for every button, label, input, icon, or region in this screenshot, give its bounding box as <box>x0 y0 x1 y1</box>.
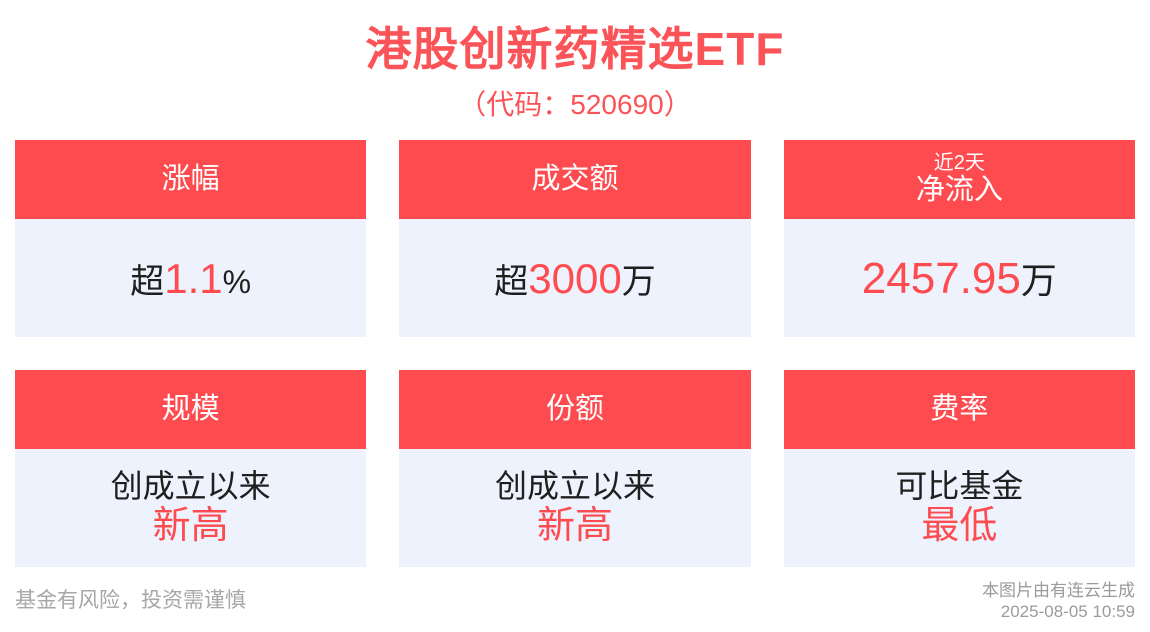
card-value-area: 2457.95万 <box>783 219 1135 337</box>
card-value-area: 创成立以来 新高 <box>399 449 751 567</box>
value-number: 3000 <box>528 254 622 302</box>
header: 港股创新药精选ETF （代码：520690） <box>0 0 1150 123</box>
card-value: 超1.1% <box>130 254 251 303</box>
card-price-change: 涨幅 超1.1% <box>15 140 367 337</box>
value-line2: 最低 <box>921 505 998 548</box>
value-number: 1.1 <box>164 254 223 302</box>
value-line1: 创成立以来 <box>494 467 655 504</box>
card-value-area: 超1.1% <box>15 219 367 337</box>
value-line1: 可比基金 <box>895 467 1024 504</box>
value-suffix: 万 <box>1020 260 1057 301</box>
generated-timestamp: 2025-08-05 10:59 <box>1000 602 1135 621</box>
card-title: 成交额 <box>399 140 751 219</box>
fund-code-subtitle: （代码：520690） <box>458 88 692 120</box>
card-value: 2457.95万 <box>862 252 1057 304</box>
card-value-area: 超3000万 <box>399 219 751 337</box>
card-title: 近2天 净流入 <box>783 140 1135 219</box>
value-line2: 新高 <box>536 505 613 548</box>
value-number: 2457.95 <box>861 254 1021 303</box>
card-scale: 规模 创成立以来 新高 <box>15 370 367 567</box>
value-suffix: 万 <box>621 262 656 301</box>
value-line1: 创成立以来 <box>110 467 271 504</box>
card-turnover: 成交额 超3000万 <box>399 140 751 337</box>
card-net-inflow: 近2天 净流入 2457.95万 <box>783 140 1135 337</box>
card-title-small: 近2天 <box>933 151 985 174</box>
card-title-main: 净流入 <box>915 173 1003 206</box>
value-line2: 新高 <box>152 505 229 548</box>
stat-card-grid: 涨幅 超1.1% 成交额 超3000万 近2天 净流入 <box>15 140 1135 567</box>
value-prefix: 超 <box>494 262 529 301</box>
card-value-area: 创成立以来 新高 <box>15 449 367 567</box>
card-title: 费率 <box>783 370 1135 449</box>
value-suffix: % <box>222 263 252 300</box>
card-value-area: 可比基金 最低 <box>783 449 1135 567</box>
value-prefix: 超 <box>130 262 165 301</box>
source-text: 本图片由有连云生成 <box>982 581 1135 600</box>
card-shares: 份额 创成立以来 新高 <box>399 370 751 567</box>
card-value: 超3000万 <box>494 254 655 303</box>
footer: 基金有风险，投资需谨慎 本图片由有连云生成 2025-08-05 10:59 <box>15 580 1135 622</box>
card-title: 涨幅 <box>15 140 367 219</box>
source-attribution: 本图片由有连云生成 2025-08-05 10:59 <box>982 580 1135 622</box>
risk-disclaimer: 基金有风险，投资需谨慎 <box>15 589 246 612</box>
card-title: 规模 <box>15 370 367 449</box>
card-fee-rate: 费率 可比基金 最低 <box>783 370 1135 567</box>
page-title: 港股创新药精选ETF <box>365 23 785 75</box>
card-title: 份额 <box>399 370 751 449</box>
